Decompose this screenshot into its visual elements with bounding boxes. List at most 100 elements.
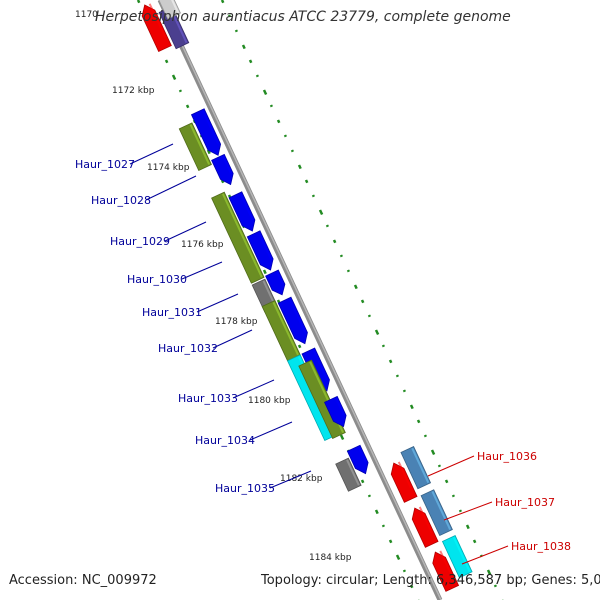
gene-label-haur-1035: Haur_1035 bbox=[215, 470, 312, 495]
feature-shine bbox=[288, 298, 307, 333]
gc-dot bbox=[472, 539, 477, 544]
gc-dot bbox=[262, 269, 267, 275]
gc-dot bbox=[416, 419, 421, 424]
gene-leader-line bbox=[461, 545, 509, 565]
gc-dot bbox=[367, 494, 371, 498]
feature-shine bbox=[239, 193, 254, 221]
feature-shine bbox=[165, 0, 180, 14]
feature-shape bbox=[324, 395, 347, 428]
gc-dot bbox=[248, 59, 253, 64]
feature-shine bbox=[439, 550, 454, 578]
gc-dot bbox=[458, 509, 462, 513]
feature-shape bbox=[346, 444, 369, 475]
gc-dot bbox=[409, 404, 414, 410]
feature-shape bbox=[390, 462, 418, 503]
feature-shape bbox=[211, 153, 234, 186]
feature-shine bbox=[431, 491, 452, 530]
feature-shine bbox=[222, 155, 232, 174]
cds-haur-1031 bbox=[265, 269, 286, 296]
gc-dot bbox=[374, 509, 379, 515]
gene-label-text: Haur_1037 bbox=[495, 496, 555, 509]
gene-label-haur-1027: Haur_1027 bbox=[75, 143, 174, 171]
accession-value: NC_009972 bbox=[81, 573, 157, 588]
gene-leader-line bbox=[249, 421, 293, 441]
length-value: 6,346,587 bp bbox=[436, 573, 523, 588]
topology-label: Topology: bbox=[261, 573, 322, 588]
gene-label-text: Haur_1035 bbox=[215, 482, 275, 495]
feature-shine bbox=[357, 446, 367, 463]
cds-haur-1037 bbox=[411, 506, 439, 548]
gc-dot bbox=[367, 314, 371, 318]
gc-dot bbox=[311, 194, 315, 198]
gc-dot bbox=[304, 179, 309, 184]
feature-shape bbox=[211, 191, 265, 284]
feature-gray-1035 bbox=[335, 457, 362, 492]
feature-shine bbox=[418, 506, 433, 534]
feature-shine bbox=[148, 3, 167, 38]
gc-dot bbox=[136, 0, 141, 4]
gc-dot bbox=[234, 29, 238, 33]
feature-shine bbox=[312, 349, 329, 381]
gc-dot bbox=[444, 479, 449, 484]
reverse-cds bbox=[141, 3, 172, 53]
feature-shine bbox=[276, 271, 284, 285]
feature-shape bbox=[246, 230, 274, 271]
gene-leader-line bbox=[443, 501, 493, 521]
feature-shine bbox=[189, 124, 211, 165]
length-label: Length: bbox=[382, 573, 432, 588]
feature-shape bbox=[411, 507, 439, 548]
feature-shape bbox=[277, 296, 308, 345]
gc-dot bbox=[164, 59, 169, 64]
gc-dot bbox=[269, 104, 273, 108]
gene-label-text: Haur_1030 bbox=[127, 273, 187, 286]
gc-dot bbox=[276, 119, 281, 124]
feature-shine bbox=[397, 461, 412, 489]
accession-label: Accession: bbox=[9, 573, 78, 588]
gc-dot bbox=[290, 149, 294, 153]
gene-label-haur-1034: Haur_1034 bbox=[195, 421, 293, 447]
feature-shine bbox=[452, 536, 471, 573]
gene-leader-line bbox=[164, 221, 207, 242]
feature-shine bbox=[201, 110, 220, 145]
gene-label-text: Haur_1032 bbox=[158, 342, 218, 355]
gc-dot bbox=[360, 479, 365, 484]
gc-dot bbox=[346, 269, 350, 273]
feature-shine bbox=[262, 280, 277, 307]
gene-label-haur-1038: Haur_1038 bbox=[461, 540, 571, 565]
cds-haur-1036 bbox=[390, 461, 418, 503]
gene-leader-line bbox=[196, 293, 239, 313]
gene-label-text: Haur_1038 bbox=[511, 540, 571, 553]
genes-label: Genes: bbox=[531, 573, 577, 588]
feature-shine bbox=[346, 459, 360, 486]
tick-label: 1178 kbp bbox=[215, 317, 258, 327]
gene-leader-line bbox=[232, 379, 275, 399]
gc-dot bbox=[171, 74, 177, 81]
gene-label-text: Haur_1027 bbox=[75, 158, 135, 171]
feature-shape bbox=[441, 535, 473, 579]
gc-dot-tracks bbox=[136, 0, 505, 604]
gc-dot bbox=[402, 569, 406, 573]
gc-dot bbox=[297, 344, 302, 349]
gc-dot bbox=[276, 299, 281, 304]
cds-haur-1034 bbox=[324, 395, 347, 428]
feature-shape bbox=[420, 489, 453, 537]
genome-backbone bbox=[157, 0, 443, 602]
gc-dot bbox=[395, 374, 399, 378]
backbone-highlight bbox=[160, 0, 442, 601]
gc-dot bbox=[381, 524, 385, 528]
topology-value: circular bbox=[325, 573, 375, 588]
gene-label-haur-1032: Haur_1032 bbox=[158, 329, 253, 355]
gc-dot bbox=[241, 44, 246, 50]
gene-label-haur-1033: Haur_1033 bbox=[178, 379, 275, 405]
gc-dot bbox=[339, 434, 345, 441]
cds-haur-1027 bbox=[190, 108, 222, 156]
feature-shine bbox=[169, 7, 188, 44]
feature-track bbox=[141, 0, 473, 592]
gc-dot bbox=[388, 539, 393, 544]
gene-leader-line bbox=[269, 470, 312, 489]
gc-dot bbox=[374, 329, 380, 336]
feature-steel-1037 bbox=[420, 489, 453, 537]
gene-labels: Haur_1027 Haur_1028 Haur_1029 Haur_1030 Haur… bbox=[75, 143, 571, 565]
gc-dot bbox=[430, 449, 436, 456]
feature-shape bbox=[400, 446, 432, 490]
